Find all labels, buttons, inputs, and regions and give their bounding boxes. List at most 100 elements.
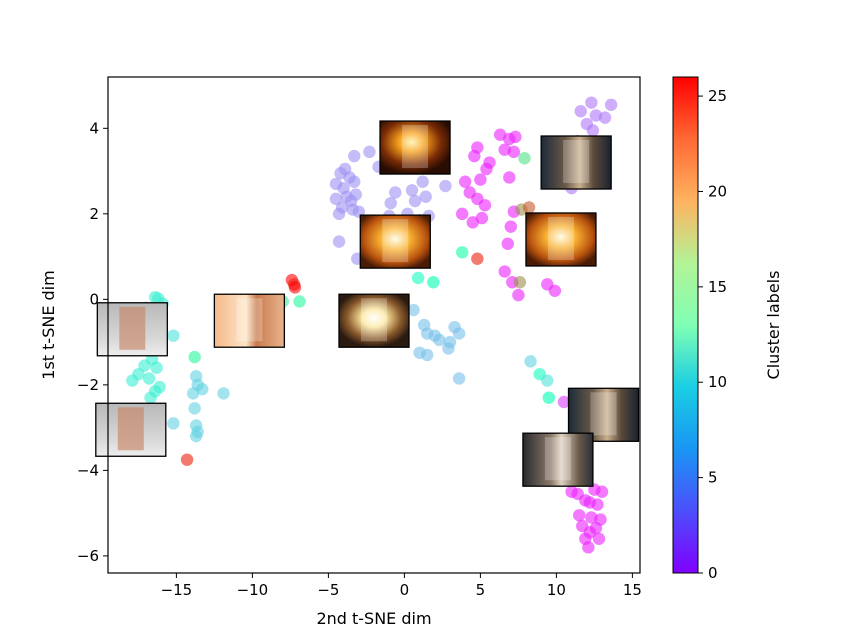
thumbnail-subject — [361, 298, 387, 342]
data-point — [293, 295, 306, 308]
thumbnail-subject — [402, 125, 429, 169]
data-point — [586, 124, 600, 137]
data-point — [455, 207, 469, 221]
data-point — [478, 199, 492, 212]
data-point — [384, 196, 397, 210]
data-point — [217, 387, 230, 400]
data-point — [524, 355, 537, 368]
data-point — [389, 186, 402, 199]
y-axis-label: 1st t-SNE dim — [39, 270, 58, 379]
fire-thumbnail — [525, 212, 597, 267]
thumbnail-image — [338, 293, 410, 348]
data-point — [332, 207, 346, 221]
charred-thumbnail — [567, 387, 640, 442]
data-point — [582, 541, 595, 554]
unburnt-thumbnail — [96, 302, 168, 357]
data-point — [186, 387, 200, 400]
data-point — [548, 284, 562, 297]
colorbar-tick-label: 15 — [708, 278, 727, 296]
x-tick-label: 10 — [547, 581, 566, 599]
data-point — [513, 276, 527, 289]
data-point — [455, 246, 469, 259]
data-point — [408, 194, 422, 208]
data-point — [585, 96, 598, 109]
data-point — [512, 288, 525, 302]
data-point — [452, 372, 466, 385]
thumbnail-subject — [547, 216, 574, 260]
fire-thumbnail — [379, 120, 451, 175]
thumbnail-image — [525, 212, 597, 267]
data-point — [442, 342, 455, 355]
y-axis-ticks: −6 −4 −2 0 2 4 — [77, 119, 108, 565]
data-point — [419, 190, 432, 203]
data-point — [501, 237, 514, 250]
y-tick-label: −2 — [77, 376, 99, 394]
charred-thumbnail — [540, 135, 612, 190]
data-point — [557, 395, 571, 409]
plot-area-frame — [107, 76, 641, 574]
data-point — [439, 179, 452, 193]
data-point — [518, 152, 531, 165]
data-point — [503, 171, 516, 184]
y-tick-label: 4 — [89, 119, 99, 137]
x-tick-label: −10 — [237, 581, 269, 599]
fire-thumbnail — [338, 293, 410, 348]
charred-thumbnail — [522, 432, 594, 487]
y-tick-label: −6 — [77, 547, 99, 565]
data-point — [150, 361, 163, 374]
colorbar-label: Cluster labels — [764, 271, 783, 380]
data-point — [509, 130, 522, 144]
data-point — [604, 98, 618, 111]
data-point — [126, 374, 139, 387]
thumbnail-subject — [590, 392, 617, 436]
colorbar-tick-label: 20 — [708, 182, 727, 200]
x-tick-label: 5 — [476, 581, 486, 599]
data-point — [332, 235, 346, 248]
data-point — [592, 532, 606, 545]
y-tick-label: −4 — [77, 461, 99, 479]
x-tick-label: 15 — [623, 581, 642, 599]
data-point — [433, 333, 446, 347]
data-point — [542, 391, 555, 404]
data-point — [188, 402, 201, 415]
data-point — [288, 281, 302, 294]
thumbnail-image — [540, 135, 612, 190]
thumbnail-subject — [544, 437, 571, 481]
thumbnail-subject — [563, 140, 590, 184]
x-tick-label: −15 — [161, 581, 193, 599]
thumbnail-image — [379, 120, 451, 175]
data-point — [411, 271, 425, 285]
data-point — [348, 149, 361, 163]
colorbar-tick-label: 25 — [708, 87, 727, 105]
thumbnail-subject — [382, 219, 409, 263]
data-point — [348, 175, 361, 188]
x-tick-label: 0 — [400, 581, 410, 599]
data-point — [522, 201, 536, 214]
data-point — [421, 348, 434, 362]
data-point — [144, 391, 157, 404]
data-point — [138, 359, 151, 372]
data-point — [188, 350, 201, 364]
colorbar — [672, 76, 699, 574]
data-point — [459, 175, 472, 188]
data-point — [480, 162, 493, 176]
thumbnail-subject — [117, 407, 144, 451]
image-thumbnails — [95, 120, 640, 487]
data-point — [407, 303, 420, 317]
data-point — [498, 265, 511, 278]
data-point — [180, 453, 194, 466]
early-fire-thumbnail — [213, 293, 286, 348]
data-point — [573, 509, 586, 522]
data-point — [574, 105, 587, 118]
thumbnail-image — [213, 293, 286, 348]
colorbar-tick-label: 5 — [708, 469, 718, 487]
data-point — [471, 252, 484, 265]
data-point — [427, 276, 440, 289]
thumbnail-image — [359, 214, 431, 269]
data-point — [416, 175, 429, 188]
thumbnail-image — [567, 387, 640, 442]
colorbar-tick-label: 0 — [708, 564, 718, 582]
fire-thumbnail — [359, 214, 431, 269]
data-point — [595, 485, 609, 498]
